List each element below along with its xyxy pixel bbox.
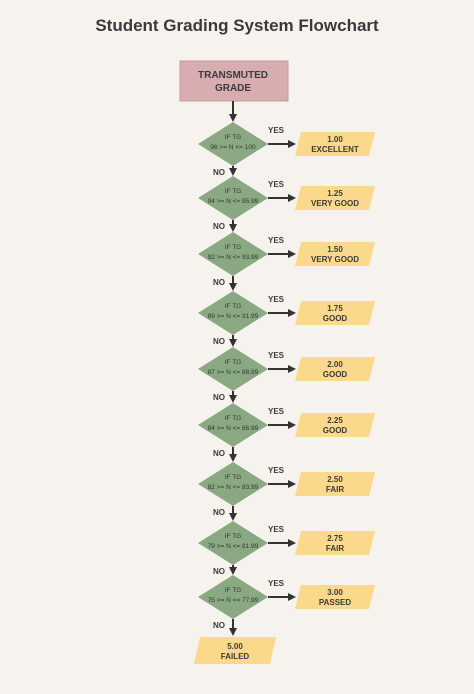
grade-value: 2.75 [327,534,343,543]
grade-value: 2.25 [327,416,343,425]
grade-description: EXCELLENT [311,145,359,154]
decision-node: IF TG 82 >= N <= 83.99 [198,462,268,506]
decision-condition-label: IF TG [225,188,242,195]
no-label: NO [213,222,225,231]
decision-condition-label: IF TG [225,134,242,141]
yes-label: YES [268,236,285,245]
final-grade-description: FAILED [221,652,250,661]
grade-value: 1.75 [327,304,343,313]
grade-value: 1.00 [327,135,343,144]
no-label: NO [213,621,225,630]
decision-condition-range: 84 >= N <= 86.99 [208,425,259,432]
decision-condition-range: 94 >= N <= 95.99 [208,198,259,205]
start-node: TRANSMUTED GRADE [179,60,289,102]
grade-value: 1.50 [327,245,343,254]
yes-label: YES [268,351,285,360]
decision-condition-label: IF TG [225,587,242,594]
decision-node: IF TG 92 >= N <= 93.99 [198,232,268,276]
yes-label: YES [268,295,285,304]
grade-description: GOOD [323,314,348,323]
grade-value: 2.50 [327,475,343,484]
no-label: NO [213,449,225,458]
grade-value: 3.00 [327,588,343,597]
decision-condition-range: 92 >= N <= 93.99 [208,254,259,261]
grade-value: 2.00 [327,360,343,369]
yes-label: YES [268,126,285,135]
decision-condition-range: 96 >= N <= 100 [210,144,256,151]
decision-node: IF TG 94 >= N <= 95.99 [198,176,268,220]
decision-condition-range: 89 >= N <= 91.99 [208,313,259,320]
no-label: NO [213,508,225,517]
decision-condition-label: IF TG [225,474,242,481]
no-label: NO [213,278,225,287]
grade-description: VERY GOOD [311,255,359,264]
decision-condition-label: IF TG [225,415,242,422]
decision-condition-range: 87 >= N <= 88.99 [208,369,259,376]
no-label: NO [213,393,225,402]
decision-node: IF TG 96 >= N <= 100 [198,122,268,166]
start-label-line-1: TRANSMUTED [198,70,268,81]
final-grade-value: 5.00 [227,642,243,651]
grade-description: PASSED [319,598,352,607]
decision-condition-label: IF TG [225,359,242,366]
no-label: NO [213,337,225,346]
decision-condition-range: 79 >= N <= 81.99 [208,543,259,550]
decision-condition-label: IF TG [225,533,242,540]
grade-value: 1.25 [327,189,343,198]
decision-condition-label: IF TG [225,303,242,310]
decision-node: IF TG 79 >= N <= 81.99 [198,521,268,565]
yes-label: YES [268,407,285,416]
grade-description: GOOD [323,370,348,379]
no-label: NO [213,567,225,576]
grade-description: FAIR [326,485,344,494]
decision-node: IF TG 75 >= N <= 77.99 [198,575,268,619]
decision-node: IF TG 87 >= N <= 88.99 [198,347,268,391]
yes-label: YES [268,466,285,475]
grade-description: VERY GOOD [311,199,359,208]
grade-description: GOOD [323,426,348,435]
no-label: NO [213,168,225,177]
start-label-line-2: GRADE [215,83,251,94]
page-title: Student Grading System Flowchart [95,16,379,35]
yes-label: YES [268,180,285,189]
decision-condition-label: IF TG [225,244,242,251]
grade-description: FAIR [326,544,344,553]
decision-node: IF TG 84 >= N <= 86.99 [198,403,268,447]
decision-condition-range: 82 >= N <= 83.99 [208,484,259,491]
decision-node: IF TG 89 >= N <= 91.99 [198,291,268,335]
yes-label: YES [268,579,285,588]
decision-condition-range: 75 >= N <= 77.99 [208,597,259,604]
yes-label: YES [268,525,285,534]
